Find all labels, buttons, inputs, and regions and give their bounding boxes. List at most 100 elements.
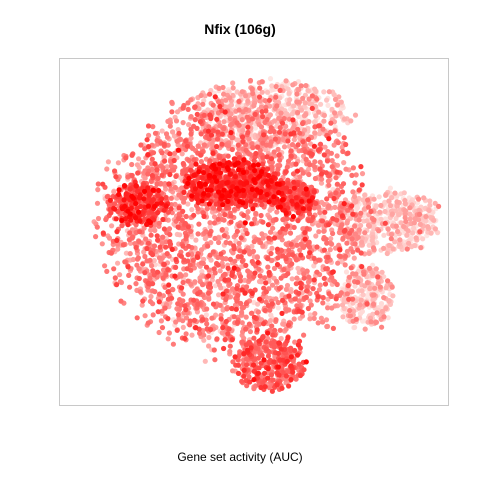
scatter-point bbox=[241, 367, 247, 373]
scatter-point bbox=[311, 315, 317, 321]
scatter-point bbox=[273, 83, 279, 90]
scatter-point bbox=[325, 305, 331, 311]
scatter-point bbox=[238, 254, 244, 260]
scatter-point bbox=[349, 236, 355, 242]
scatter-point bbox=[432, 226, 438, 232]
scatter-point bbox=[261, 132, 267, 138]
scatter-point bbox=[278, 346, 284, 352]
scatter-point bbox=[166, 330, 172, 336]
scatter-point bbox=[309, 151, 315, 157]
scatter-point bbox=[327, 247, 333, 253]
scatter-point bbox=[304, 288, 310, 294]
scatter-point bbox=[294, 91, 300, 97]
scatter-point bbox=[236, 240, 242, 246]
scatter-point bbox=[113, 216, 119, 222]
scatter-point bbox=[114, 282, 120, 288]
scatter-point bbox=[306, 274, 312, 280]
scatter-point bbox=[253, 150, 259, 157]
scatter-point bbox=[186, 243, 192, 249]
scatter-point bbox=[266, 97, 272, 103]
scatter-point bbox=[240, 127, 246, 133]
scatter-point bbox=[220, 263, 226, 269]
scatter-point bbox=[192, 104, 198, 110]
scatter-point bbox=[242, 290, 248, 296]
scatter-point bbox=[249, 221, 255, 227]
scatter-point bbox=[317, 166, 323, 172]
scatter-point bbox=[123, 191, 129, 197]
scatter-point bbox=[297, 130, 303, 136]
scatter-point bbox=[276, 190, 282, 196]
scatter-point bbox=[285, 223, 291, 229]
scatter-point bbox=[306, 198, 312, 204]
scatter-point bbox=[288, 241, 294, 247]
scatter-point bbox=[423, 214, 429, 220]
scatter-point bbox=[324, 323, 330, 330]
scatter-point bbox=[129, 161, 135, 168]
scatter-point bbox=[340, 314, 346, 320]
scatter-point bbox=[216, 292, 222, 298]
scatter-point bbox=[283, 256, 289, 262]
scatter-point bbox=[351, 194, 358, 200]
scatter-point bbox=[210, 301, 217, 307]
scatter-point bbox=[118, 298, 124, 304]
scatter-point bbox=[231, 314, 237, 320]
scatter-point bbox=[317, 141, 324, 147]
scatter-point bbox=[339, 189, 346, 195]
scatter-point bbox=[300, 139, 306, 145]
scatter-point bbox=[265, 166, 271, 172]
scatter-point bbox=[321, 247, 327, 253]
scatter-point bbox=[313, 233, 319, 239]
scatter-point bbox=[260, 161, 266, 167]
scatter-point bbox=[338, 290, 344, 296]
scatter-point bbox=[317, 282, 323, 288]
scatter-point bbox=[173, 173, 179, 179]
scatter-point bbox=[219, 131, 225, 137]
scatter-point bbox=[156, 299, 162, 305]
scatter-point bbox=[288, 363, 294, 369]
scatter-point bbox=[396, 212, 402, 218]
scatter-point bbox=[355, 279, 361, 285]
scatter-point bbox=[385, 315, 391, 321]
scatter-point bbox=[326, 222, 332, 228]
scatter-point bbox=[166, 181, 172, 187]
scatter-point bbox=[180, 160, 186, 167]
scatter-point bbox=[307, 250, 313, 256]
scatter-point bbox=[343, 141, 349, 148]
scatter-point bbox=[276, 285, 282, 292]
scatter-point bbox=[159, 172, 165, 178]
scatter-point bbox=[104, 166, 110, 172]
scatter-point bbox=[94, 224, 100, 230]
scatter-point bbox=[222, 212, 228, 218]
scatter-point bbox=[145, 240, 151, 246]
scatter-point bbox=[356, 217, 362, 223]
scatter-point bbox=[295, 265, 301, 271]
scatter-point bbox=[416, 207, 422, 213]
scatter-point bbox=[255, 309, 261, 315]
scatter-point bbox=[290, 117, 296, 123]
scatter-point bbox=[227, 115, 233, 122]
scatter-point bbox=[251, 377, 257, 383]
scatter-point bbox=[262, 384, 268, 390]
scatter-point bbox=[223, 318, 229, 325]
scatter-point bbox=[386, 242, 392, 249]
scatter-point bbox=[288, 289, 294, 295]
scatter-point bbox=[177, 232, 183, 238]
scatter-point bbox=[228, 213, 234, 219]
scatter-point bbox=[352, 283, 358, 289]
scatter-point bbox=[277, 87, 283, 93]
scatter-point bbox=[211, 347, 217, 353]
scatter-point bbox=[164, 251, 170, 257]
scatter-point bbox=[367, 286, 373, 292]
scatter-point bbox=[346, 296, 352, 302]
scatter-point bbox=[370, 270, 376, 276]
scatter-point bbox=[254, 254, 260, 261]
scatter-point bbox=[183, 138, 189, 144]
scatter-point bbox=[221, 187, 227, 193]
scatter-point bbox=[291, 316, 297, 322]
scatter-point bbox=[157, 244, 163, 250]
scatter-point bbox=[248, 198, 254, 204]
scatter-point bbox=[335, 140, 341, 146]
scatter-point bbox=[231, 246, 237, 252]
scatter-point bbox=[271, 118, 278, 124]
scatter-point bbox=[276, 129, 283, 135]
